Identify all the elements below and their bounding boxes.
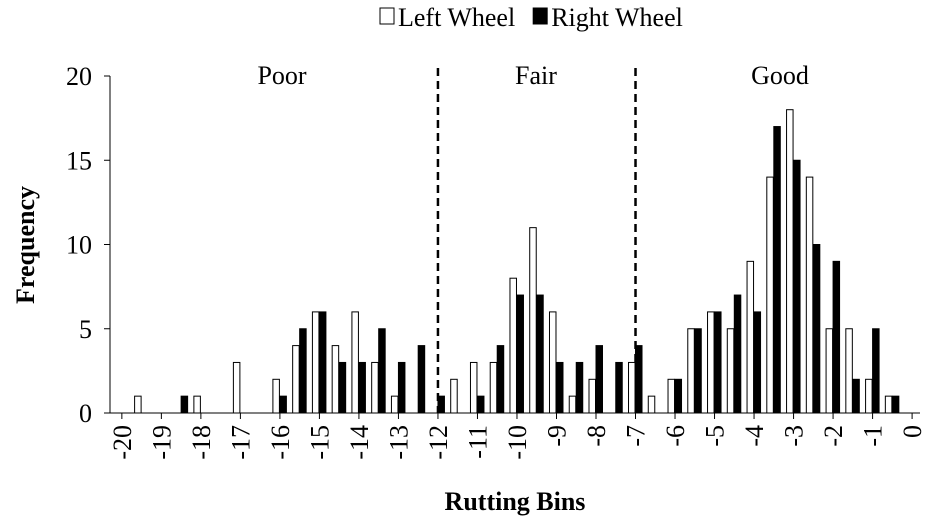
bar [714,311,722,414]
bar [318,311,327,414]
x-tick-label: 0 [898,425,927,438]
bar [548,311,557,414]
bar [496,345,505,414]
zone-label: Fair [515,61,557,90]
bar [865,378,873,414]
bar [726,328,735,414]
bar [628,361,636,414]
legend-label: Right Wheel [551,3,683,32]
x-tick-label: -2 [819,425,848,447]
bar [489,361,498,414]
legend-swatch [379,7,395,25]
bar [292,345,300,414]
bar [786,109,794,414]
bar [555,361,564,414]
x-tick-label: -15 [305,425,334,460]
bar [437,395,445,414]
bar [529,227,537,414]
bar [450,378,458,414]
bar [311,311,320,414]
bar [509,277,517,414]
legend-label: Left Wheel [398,3,515,32]
x-tick-label: -7 [622,425,651,447]
y-axis-label: Frequency [11,186,40,304]
bar [773,126,781,414]
legend-swatch [532,7,548,25]
bar [575,361,584,414]
bar [390,395,399,414]
bar [568,395,577,414]
bar [232,361,241,414]
bar [397,361,406,414]
x-tick-label: -19 [147,425,176,460]
bar [872,328,880,414]
x-axis-label: Rutting Bins [445,487,586,516]
bar [299,328,307,414]
bar [845,328,853,414]
bar [279,395,287,414]
bar [694,328,702,414]
x-tick-label: -17 [226,425,255,460]
bar [378,328,386,414]
bar [832,260,841,414]
x-tick-label: -13 [384,425,413,460]
x-tick-label: -12 [424,425,453,460]
bar [733,294,742,414]
bar [588,378,596,414]
bar [536,294,544,414]
bar [272,378,280,414]
y-tick-label: 0 [79,399,92,428]
bar [884,395,893,414]
bar [193,395,201,414]
bar [351,311,359,414]
bar [635,345,643,414]
bar [331,345,340,414]
bar [707,311,715,414]
y-tick-label: 20 [66,62,92,91]
zone-label: Poor [257,61,306,90]
bar [358,361,366,414]
x-tick-label: -20 [108,425,137,460]
bar [516,294,524,414]
x-tick-label: -3 [780,425,809,447]
bar [371,361,379,414]
y-tick-label: 5 [79,315,92,344]
bar [852,378,860,414]
x-tick-label: -8 [582,425,611,447]
bar [891,395,900,414]
x-tick-label: -5 [701,425,730,447]
bar [753,311,762,414]
bar [793,159,801,414]
x-tick-label: -1 [859,425,888,447]
x-tick-label: -11 [463,425,492,459]
bar [812,244,821,414]
x-tick-label: -10 [503,425,532,460]
x-tick-label: -4 [740,425,769,447]
y-tick-label: 10 [66,231,92,260]
bar [615,361,623,414]
bar [338,361,347,414]
bar [180,395,189,414]
bar [805,176,814,414]
x-tick-label: -16 [266,425,295,460]
bar [667,378,676,414]
bar [417,345,426,414]
bar [469,361,478,414]
zone-label: Good [751,61,809,90]
bar [476,395,485,414]
bar [134,395,142,414]
y-tick-label: 15 [66,146,92,175]
bar [687,328,695,414]
bar [825,328,834,414]
bar [746,260,755,414]
x-tick-label: -14 [345,425,374,460]
bar [595,345,603,414]
x-tick-label: -18 [187,425,216,460]
bar [647,395,656,414]
x-tick-label: -9 [542,425,571,447]
bar [674,378,683,414]
bar [766,176,774,414]
x-tick-label: -6 [661,425,690,447]
